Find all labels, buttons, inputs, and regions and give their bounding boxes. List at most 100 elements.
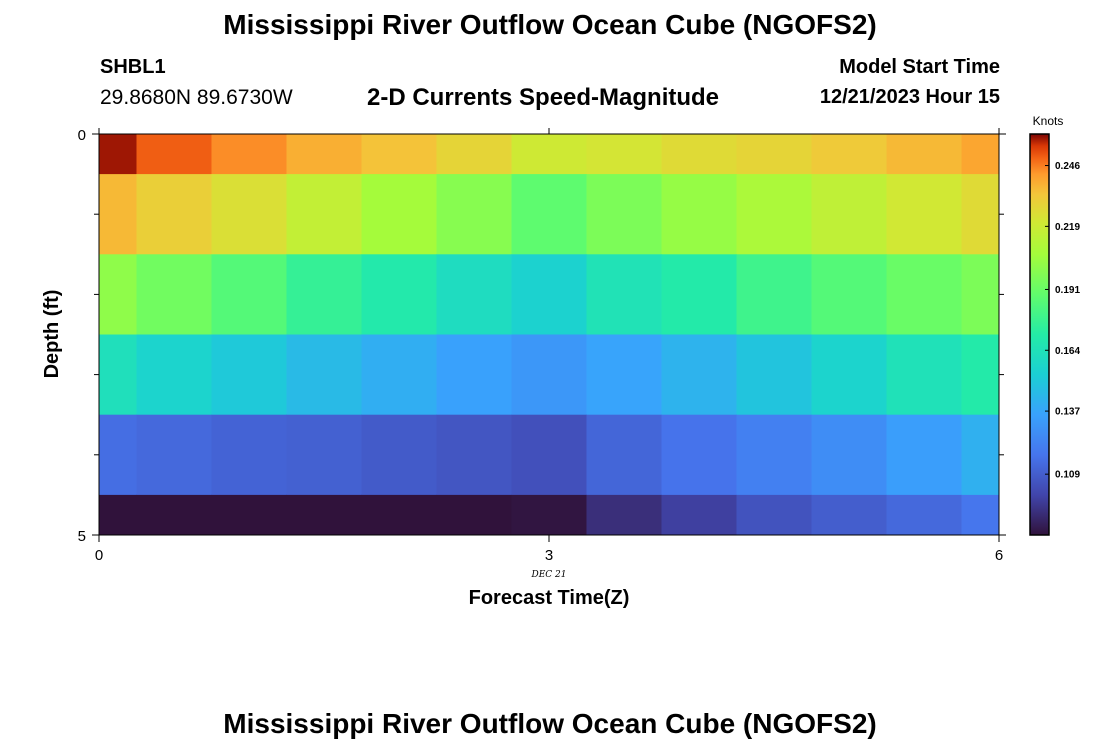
- heatmap-cell: [286, 414, 362, 496]
- heatmap-cell: [136, 174, 212, 255]
- heatmap-cell: [286, 494, 362, 536]
- colorbar-tick-label: 0.109: [1055, 470, 1080, 481]
- heatmap-cell: [99, 494, 137, 536]
- heatmap-cell: [961, 134, 1000, 175]
- heatmap-cell: [811, 494, 887, 536]
- heatmap-cell: [736, 134, 812, 175]
- heatmap-cell: [886, 414, 962, 496]
- heatmap-cell: [736, 334, 812, 416]
- heatmap-cell: [436, 254, 512, 335]
- heatmap-cell: [286, 174, 362, 255]
- date-label: DEC 21: [531, 570, 567, 580]
- heatmap-cell: [436, 334, 512, 416]
- heatmap-cell: [661, 254, 737, 335]
- heatmap-cell: [961, 414, 1000, 496]
- heatmap-cell: [286, 334, 362, 416]
- heatmap-cell: [436, 414, 512, 496]
- heatmap-cell: [511, 174, 587, 255]
- heatmap-cell: [211, 414, 287, 496]
- heatmap-cell: [511, 254, 587, 335]
- heatmap-cell: [511, 494, 587, 536]
- heatmap-cell: [586, 174, 662, 255]
- heatmap-cell: [436, 494, 512, 536]
- heatmap-cell: [361, 334, 437, 416]
- heatmap-cell: [361, 134, 437, 175]
- heatmap-cell: [99, 414, 137, 496]
- heatmap-cell: [886, 334, 962, 416]
- heatmap-cell: [811, 254, 887, 335]
- heatmap-cell: [211, 254, 287, 335]
- heatmap-cell: [586, 134, 662, 175]
- heatmap-cell: [886, 494, 962, 536]
- heatmap-cell: [211, 174, 287, 255]
- station-coordinates: 29.8680N 89.6730W: [100, 86, 293, 109]
- heatmap-cell: [961, 334, 1000, 416]
- main-title: Mississippi River Outflow Ocean Cube (NG…: [223, 9, 877, 40]
- colorbar-tick-label: 0.164: [1055, 346, 1080, 357]
- plot-title: 2-D Currents Speed-Magnitude: [367, 84, 720, 111]
- heatmap-cell: [661, 414, 737, 496]
- heatmap-cell: [211, 334, 287, 416]
- heatmap-cell: [99, 134, 137, 175]
- colorbar: [1029, 133, 1050, 536]
- colorbar-unit-label: Knots: [1033, 114, 1064, 128]
- heatmap-cell: [136, 254, 212, 335]
- heatmap-cell: [961, 174, 1000, 255]
- heatmap-cell: [361, 254, 437, 335]
- heatmap-cell: [511, 334, 587, 416]
- x-tick-label-3: 3: [545, 547, 553, 564]
- model-start-value: 12/21/2023 Hour 15: [819, 86, 1000, 108]
- x-tick-label-0: 0: [95, 547, 103, 564]
- heatmap-cell: [511, 414, 587, 496]
- y-tick-label-0: 0: [78, 127, 86, 144]
- heatmap-cell: [136, 334, 212, 416]
- heatmap-cell: [961, 494, 1000, 536]
- heatmap-cell: [961, 254, 1000, 335]
- heatmap-cell: [736, 174, 812, 255]
- heatmap-cell: [661, 134, 737, 175]
- heatmap-cell: [136, 494, 212, 536]
- heatmap-cell: [661, 174, 737, 255]
- colorbar-tick-label: 0.219: [1055, 222, 1080, 233]
- heatmap-cell: [586, 414, 662, 496]
- heatmap-cell: [886, 254, 962, 335]
- next-plot-title: Mississippi River Outflow Ocean Cube (NG…: [223, 708, 877, 739]
- heatmap-cell: [436, 134, 512, 175]
- x-tick-label-6: 6: [995, 547, 1003, 564]
- heatmap-cell: [286, 254, 362, 335]
- heatmap-cell: [661, 334, 737, 416]
- heatmap-cell: [361, 414, 437, 496]
- y-tick-label-5: 5: [78, 528, 86, 545]
- heatmap-cell: [99, 334, 137, 416]
- heatmap-cell: [811, 174, 887, 255]
- heatmap-cell: [736, 254, 812, 335]
- heatmap-cell: [211, 494, 287, 536]
- colorbar-tick-label: 0.246: [1055, 161, 1080, 172]
- heatmap-cell: [511, 134, 587, 175]
- heatmap-cell: [736, 414, 812, 496]
- heatmap-cell: [811, 414, 887, 496]
- colorbar-tick-label: 0.137: [1055, 407, 1080, 418]
- heatmap-cell: [586, 254, 662, 335]
- heatmap-cell: [99, 254, 137, 335]
- heatmap-cell: [586, 494, 662, 536]
- heatmap-cell: [586, 334, 662, 416]
- heatmap-cell: [211, 134, 287, 175]
- station-id: SHBL1: [100, 56, 166, 78]
- heatmap-cell: [136, 134, 212, 175]
- axis-ticks: [92, 128, 1006, 542]
- heatmap-cell: [361, 174, 437, 255]
- model-start-label: Model Start Time: [839, 56, 1000, 78]
- heatmap-cell: [736, 494, 812, 536]
- heatmap-cell: [661, 494, 737, 536]
- heatmap-cell: [136, 414, 212, 496]
- y-axis-title: Depth (ft): [41, 290, 63, 379]
- heatmap-cell: [361, 494, 437, 536]
- heatmap-cell: [811, 334, 887, 416]
- heatmap-cell: [99, 174, 137, 255]
- heatmap-cells: [99, 134, 1000, 536]
- heatmap-cell: [286, 134, 362, 175]
- colorbar-ticks: 0.246 0.219 0.191 0.164 0.137 0.109: [1045, 161, 1080, 481]
- x-axis-title: Forecast Time(Z): [469, 587, 630, 609]
